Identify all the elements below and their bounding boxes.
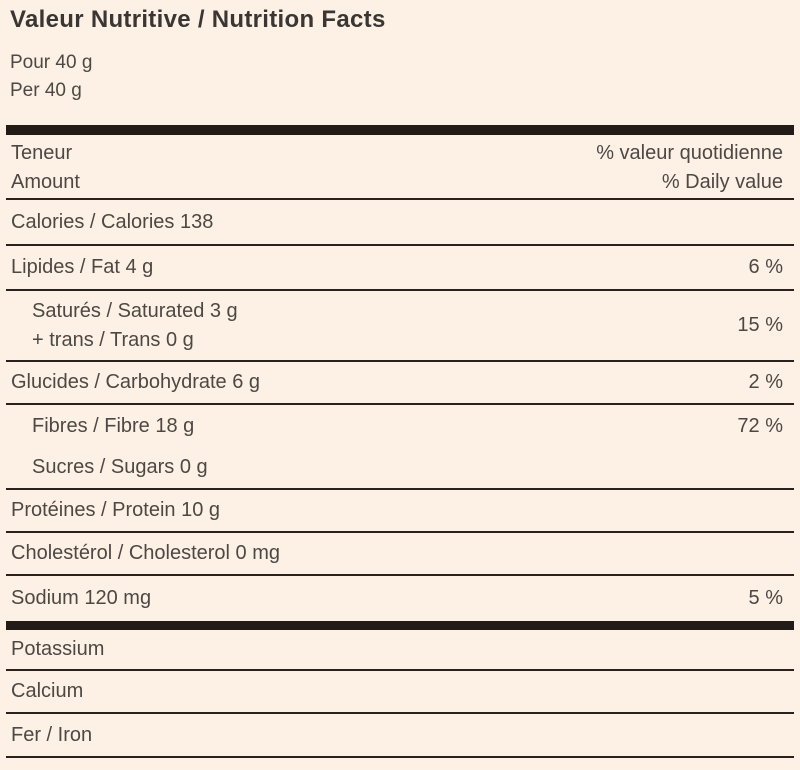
- serving-size-fr: Pour 40 g: [10, 52, 93, 73]
- row-sodium: Sodium 120 mg 5 %: [6, 576, 794, 630]
- daily-value: 5 %: [748, 587, 783, 609]
- row-fat: Lipides / Fat 4 g 6 %: [6, 246, 794, 291]
- daily-value: 6 %: [748, 256, 783, 278]
- row-saturated-trans-fat: Saturés / Saturated 3 g + trans / Trans …: [6, 291, 794, 362]
- nutrient-label: Glucides / Carbohydrate 6 g: [11, 371, 261, 393]
- amount-header-en: Amount: [11, 170, 80, 193]
- nutrient-label: Calcium: [11, 680, 84, 702]
- daily-value-column-header: % valeur quotidienne % Daily value: [596, 139, 783, 197]
- trans-fat-line: + trans / Trans 0 g: [32, 328, 194, 351]
- row-calcium: Calcium: [6, 671, 794, 714]
- amount-column-header: Teneur Amount: [11, 139, 80, 197]
- row-protein: Protéines / Protein 10 g: [6, 490, 794, 533]
- nutrient-label: Fibres / Fibre 18 g: [32, 414, 195, 437]
- nutrient-label: Sodium 120 mg: [11, 587, 152, 609]
- nutrient-label: Calories / Calories 138: [11, 210, 214, 233]
- label-title: Valeur Nutritive / Nutrition Facts: [10, 6, 386, 33]
- row-carbohydrate: Glucides / Carbohydrate 6 g 2 %: [6, 362, 794, 405]
- daily-value-header-fr: % valeur quotidienne: [596, 141, 783, 164]
- daily-value: 72 %: [737, 414, 783, 437]
- nutrient-label: Fer / Iron: [11, 723, 93, 746]
- serving-size-en: Per 40 g: [10, 80, 82, 101]
- row-potassium: Potassium: [6, 630, 794, 671]
- amount-header-fr: Teneur: [11, 141, 73, 164]
- label-header-section: Valeur Nutritive / Nutrition Facts Pour …: [0, 0, 800, 105]
- row-iron: Fer / Iron: [6, 714, 794, 758]
- daily-value-header-en: % Daily value: [661, 170, 783, 193]
- row-calories: Calories / Calories 138: [6, 200, 794, 246]
- row-cholesterol: Cholestérol / Cholesterol 0 mg: [6, 533, 794, 576]
- row-fibre: Fibres / Fibre 18 g 72 %: [6, 405, 794, 447]
- daily-value: 2 %: [748, 371, 783, 393]
- row-sugars: Sucres / Sugars 0 g: [6, 447, 794, 490]
- nutrient-label: Saturés / Saturated 3 g + trans / Trans …: [32, 297, 238, 355]
- daily-value: 15 %: [737, 314, 783, 336]
- nutrition-table: Teneur Amount % valeur quotidienne % Dai…: [6, 125, 794, 758]
- nutrient-label: Potassium: [11, 638, 105, 660]
- nutrient-label: Lipides / Fat 4 g: [11, 256, 154, 278]
- table-header-row: Teneur Amount % valeur quotidienne % Dai…: [6, 135, 794, 200]
- saturated-fat-line: Saturés / Saturated 3 g: [32, 299, 238, 322]
- nutrient-label: Protéines / Protein 10 g: [11, 499, 221, 521]
- nutrient-label: Sucres / Sugars 0 g: [32, 456, 208, 478]
- nutrient-label: Cholestérol / Cholesterol 0 mg: [11, 542, 281, 564]
